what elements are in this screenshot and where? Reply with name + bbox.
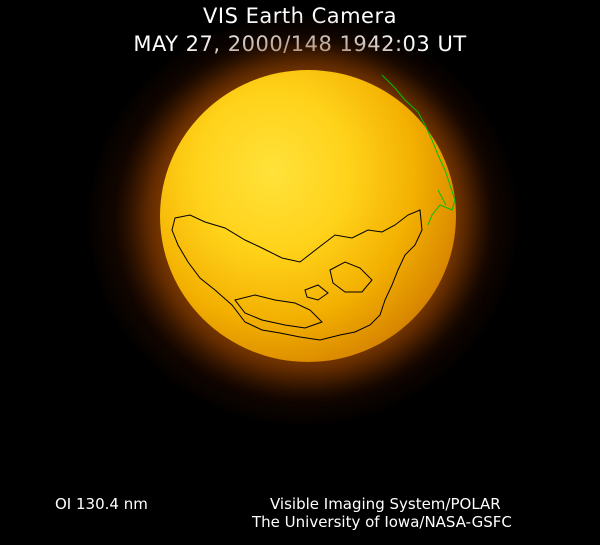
- institution-label: The University of Iowa/NASA-GSFC: [252, 513, 512, 531]
- coastline-outline: [171, 209, 423, 341]
- wavelength-label: OI 130.4 nm: [55, 495, 148, 513]
- instrument-label: Visible Imaging System/POLAR: [270, 495, 501, 513]
- green-overlay-line: [381, 74, 456, 226]
